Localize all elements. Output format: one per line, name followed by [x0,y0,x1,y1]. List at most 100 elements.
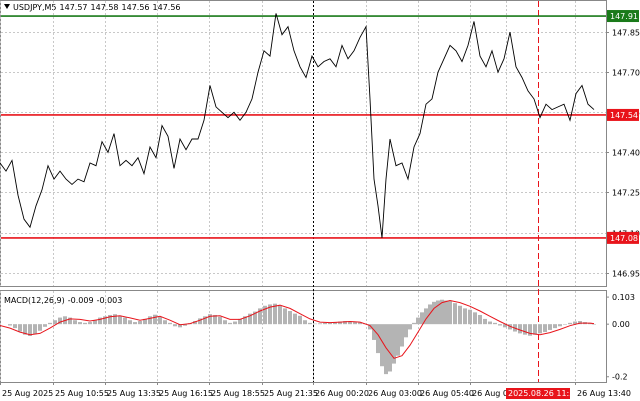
macd-histogram-bar [412,322,416,325]
macd-histogram-bar [238,318,242,325]
macd-histogram-bar [28,324,32,336]
macd-histogram-bar [73,320,77,325]
macd-histogram-bar [43,324,47,327]
macd-histogram-bar [400,324,404,347]
macd-histogram-bar [273,303,277,325]
macd-histogram-bar [128,320,132,325]
macd-histogram-bar [18,324,22,332]
macd-histogram-bar [323,322,327,325]
macd-histogram-bar [208,314,212,325]
macd-histogram-bar [248,313,252,325]
macd-histogram-bar [33,324,37,335]
macd-histogram-bar [168,322,172,325]
macd-histogram-bar [118,315,122,325]
macd-histogram-bar [380,324,384,367]
macd-histogram-bar [93,320,97,325]
macd-histogram-bar [333,322,337,325]
macd-histogram-bar [533,324,537,335]
macd-histogram-bar [488,321,492,325]
macd-histogram-bar [538,324,542,334]
macd-histogram-bar [372,324,376,340]
macd-panel-frame [0,290,607,383]
price-tick-label: 147.70 [612,69,640,78]
macd-histogram-bar [408,324,412,330]
macd-histogram-bar [53,320,57,325]
cursor-time-label: 2025.08.26 11:30 [508,389,579,398]
macd-histogram-bar [148,316,152,325]
level-label-147.54: 147.54 [610,111,638,120]
macd-histogram-bar [368,324,372,330]
macd-histogram-bar [288,311,292,325]
macd-histogram-bar [138,321,142,325]
macd-signal-line [0,299,595,359]
macd-histogram-bar [253,311,257,325]
macd-histogram-bar [348,321,352,325]
macd-histogram-bar [444,300,448,325]
macd-histogram-bar [353,322,357,325]
macd-histogram-bar [436,300,440,325]
price-tick-label: 146.95 [612,270,640,279]
macd-histogram-bar [573,321,577,325]
macd-histogram-bar [563,324,567,325]
macd-histogram-bar [498,324,502,326]
macd-histogram-bar [338,321,342,325]
cursor-time-box [506,388,570,399]
macd-tick-label: 0.00 [612,320,630,329]
macd-histogram-bar [420,312,424,325]
macd-histogram-bar [263,305,267,325]
macd-histogram-bar [384,324,388,375]
macd-histogram-bar [448,301,452,325]
macd-histogram-bar [283,308,287,325]
macd-histogram-bar [313,323,317,325]
macd-histogram-bar [553,324,557,329]
macd-histogram-bar [440,299,444,325]
macd-histogram-bar [198,318,202,325]
macd-histogram-bar [178,324,182,328]
chart-header: USDJPY,M5 147.57 147.58 147.56 147.56 [4,3,184,12]
macd-histogram-bar [468,309,472,325]
macd-histogram-bar [203,316,207,325]
time-tick-label: 25 Aug 18:55 [211,389,265,398]
time-tick-label: 26 Aug 08:20 [472,389,526,398]
time-tick-label: 25 Aug 13:35 [107,389,161,398]
macd-tick-label: -0.2 [612,373,628,382]
dropdown-triangle-icon[interactable] [4,4,10,9]
level-label-147.08: 147.08 [610,234,638,243]
time-tick-label: 25 Aug 16:15 [159,389,213,398]
time-tick-label: 25 Aug 10:55 [55,389,109,398]
macd-histogram-bar [463,308,467,325]
macd-histogram-bar [388,324,392,372]
level-label-box-147.91 [607,10,639,23]
macd-histogram-bar [163,320,167,325]
macd-histogram-bar [223,320,227,325]
signal-value: -0.003 [96,296,123,305]
macd-histogram-bar [303,320,307,325]
price-tick-label: 147.25 [612,189,640,198]
macd-histogram-bar [483,318,487,325]
macd-label: MACD(12,26,9) [4,296,65,305]
macd-histogram-bar [58,317,62,325]
level-label-box-147.08 [607,231,639,244]
macd-histogram-bar [473,312,477,325]
high-value: 147.58 [90,3,119,12]
macd-histogram-bar [568,322,572,325]
price-panel-frame [0,0,607,287]
macd-histogram-bar [528,324,532,336]
macd-histogram-bar [228,322,232,325]
macd-histogram-bar [543,324,547,333]
macd-histogram-bar [416,317,420,325]
symbol-label: USDJPY,M5 [13,3,57,12]
macd-histogram-bar [558,324,562,327]
macd-histogram-bar [458,305,462,325]
macd-histogram-bar [318,323,322,325]
time-tick-label: 26 Aug 05:40 [420,389,474,398]
level-label-box-147.54 [607,108,639,121]
price-tick-label: 147.85 [612,29,640,38]
price-tick-label: 147.40 [612,149,640,158]
macd-histogram-bar [503,324,507,328]
macd-histogram-bar [358,322,362,325]
macd-tick-label: 0.103 [612,293,635,302]
macd-histogram-bar [213,314,217,325]
macd-histogram-bar [38,324,42,331]
